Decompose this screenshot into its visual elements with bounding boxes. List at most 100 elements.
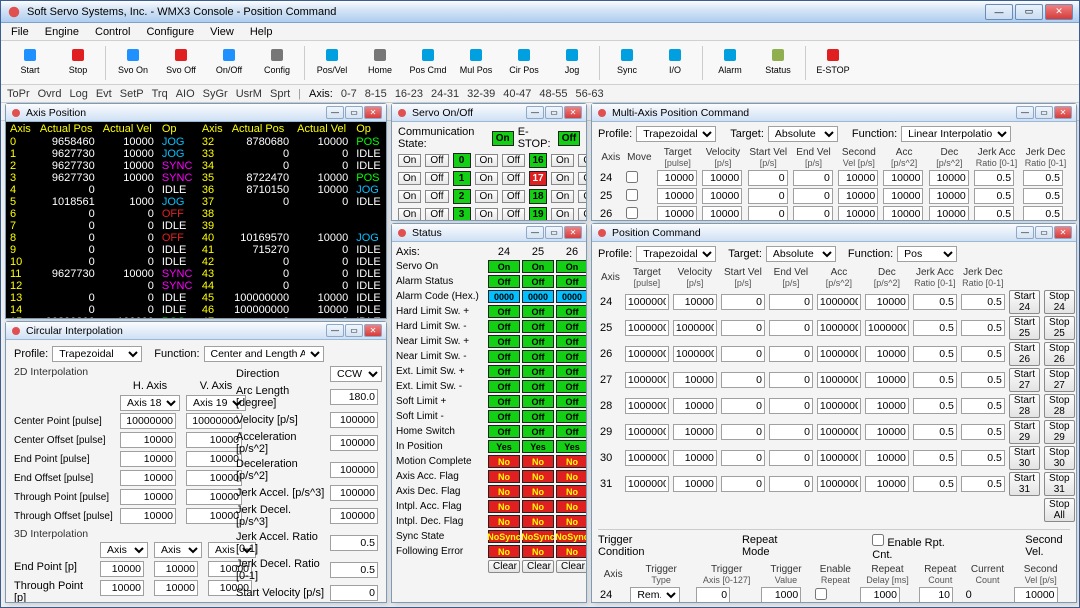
- pc-val[interactable]: [913, 320, 957, 336]
- close-icon[interactable]: ✕: [364, 106, 382, 119]
- pc-val[interactable]: [721, 450, 765, 466]
- trigger-axis[interactable]: [696, 587, 730, 602]
- servo-off-button[interactable]: Off: [425, 208, 448, 220]
- pc-val[interactable]: [673, 398, 717, 414]
- dir-val[interactable]: [330, 435, 378, 451]
- start-axis-button[interactable]: Start 29: [1009, 420, 1040, 444]
- axis3d-select[interactable]: Axis 0: [100, 542, 148, 558]
- multi-val[interactable]: [657, 188, 697, 204]
- servo-on-button[interactable]: On: [551, 208, 574, 220]
- dir-val[interactable]: [330, 485, 378, 501]
- pc-val[interactable]: [769, 294, 813, 310]
- pc-val[interactable]: [865, 476, 909, 492]
- pc-val[interactable]: [625, 346, 669, 362]
- pc-val[interactable]: [769, 346, 813, 362]
- multi-val[interactable]: [883, 206, 923, 220]
- pc-val[interactable]: [865, 294, 909, 310]
- pc-val[interactable]: [721, 294, 765, 310]
- maximize-icon[interactable]: ▭: [1035, 226, 1053, 239]
- servo-off-button[interactable]: Off: [425, 172, 448, 185]
- val-3d[interactable]: [154, 580, 198, 596]
- view-tab-usrm[interactable]: UsrM: [236, 88, 262, 100]
- servo-on-button[interactable]: On: [398, 172, 421, 185]
- pc-val[interactable]: [673, 294, 717, 310]
- pc-val[interactable]: [865, 320, 909, 336]
- profile-select[interactable]: Trapezoidal: [636, 126, 716, 142]
- view-tab-trq[interactable]: Trq: [152, 88, 168, 100]
- pc-val[interactable]: [673, 320, 717, 336]
- multi-val[interactable]: [793, 170, 833, 186]
- stop-axis-button[interactable]: Stop 27: [1044, 368, 1075, 392]
- multi-val[interactable]: [974, 206, 1014, 220]
- function-select[interactable]: Pos: [897, 246, 957, 262]
- close-icon[interactable]: ✕: [564, 106, 582, 119]
- multi-val[interactable]: [793, 206, 833, 220]
- pc-val[interactable]: [625, 320, 669, 336]
- minimize-icon[interactable]: —: [1016, 106, 1034, 119]
- enable-rpt-check[interactable]: [872, 534, 884, 546]
- repeat-count[interactable]: [919, 587, 953, 602]
- pc-val[interactable]: [913, 346, 957, 362]
- multi-val[interactable]: [1023, 188, 1063, 204]
- close-icon[interactable]: ✕: [1054, 106, 1072, 119]
- function-select[interactable]: Linear Interpolation: [901, 126, 1011, 142]
- pc-val[interactable]: [625, 398, 669, 414]
- multi-val[interactable]: [929, 188, 969, 204]
- minimize-icon[interactable]: —: [526, 226, 544, 239]
- axis-group-48-55[interactable]: 48-55: [539, 88, 567, 100]
- toolbar-jog[interactable]: Jog: [549, 43, 595, 83]
- maximize-icon[interactable]: ▭: [1035, 106, 1053, 119]
- val-2d[interactable]: [120, 413, 176, 429]
- val-3d[interactable]: [100, 561, 144, 577]
- servo-on-button[interactable]: On: [398, 154, 421, 167]
- maximize-button[interactable]: ▭: [1015, 4, 1043, 20]
- pc-val[interactable]: [913, 450, 957, 466]
- servo-on-button[interactable]: On: [475, 208, 498, 220]
- view-tab-sprt[interactable]: Sprt: [270, 88, 290, 100]
- pc-val[interactable]: [961, 476, 1005, 492]
- maximize-icon[interactable]: ▭: [545, 106, 563, 119]
- toolbar-on-off[interactable]: On/Off: [206, 43, 252, 83]
- multi-val[interactable]: [929, 170, 969, 186]
- clear-button[interactable]: Clear: [522, 560, 554, 573]
- pc-val[interactable]: [817, 372, 861, 388]
- dir-val[interactable]: [330, 462, 378, 478]
- axis-group-0-7[interactable]: 0-7: [341, 88, 357, 100]
- start-axis-button[interactable]: Start 26: [1009, 342, 1040, 366]
- target-select[interactable]: Absolute: [766, 246, 836, 262]
- stop-axis-button[interactable]: Stop 25: [1044, 316, 1075, 340]
- pc-val[interactable]: [721, 346, 765, 362]
- axis-group-32-39[interactable]: 32-39: [467, 88, 495, 100]
- pc-val[interactable]: [865, 424, 909, 440]
- multi-val[interactable]: [657, 170, 697, 186]
- toolbar-pos-vel[interactable]: Pos/Vel: [309, 43, 355, 83]
- val-2d[interactable]: [120, 432, 176, 448]
- minimize-icon[interactable]: —: [326, 324, 344, 337]
- servo-on-button[interactable]: On: [475, 190, 498, 203]
- servo-off-button[interactable]: Off: [425, 190, 448, 203]
- start-axis-button[interactable]: Start 30: [1009, 446, 1040, 470]
- pc-val[interactable]: [769, 476, 813, 492]
- toolbar-home[interactable]: Home: [357, 43, 403, 83]
- menu-file[interactable]: File: [5, 25, 35, 39]
- pc-val[interactable]: [913, 398, 957, 414]
- multi-val[interactable]: [838, 188, 878, 204]
- multi-val[interactable]: [793, 188, 833, 204]
- view-tab-ovrd[interactable]: Ovrd: [38, 88, 62, 100]
- toolbar-svo-off[interactable]: Svo Off: [158, 43, 204, 83]
- pc-val[interactable]: [769, 372, 813, 388]
- toolbar-sync[interactable]: Sync: [604, 43, 650, 83]
- val-3d[interactable]: [154, 561, 198, 577]
- trigger-value[interactable]: [761, 587, 801, 602]
- axis-group-8-15[interactable]: 8-15: [365, 88, 387, 100]
- pc-val[interactable]: [865, 346, 909, 362]
- axis-group-24-31[interactable]: 24-31: [431, 88, 459, 100]
- direction-select[interactable]: CCW: [330, 366, 382, 382]
- toolbar-cir-pos[interactable]: Cir Pos: [501, 43, 547, 83]
- move-check[interactable]: [626, 189, 638, 201]
- multi-val[interactable]: [838, 206, 878, 220]
- dir-val[interactable]: [330, 508, 378, 524]
- dir-val[interactable]: [330, 562, 378, 578]
- start-axis-button[interactable]: Start 24: [1009, 290, 1040, 314]
- val-2d[interactable]: [186, 432, 242, 448]
